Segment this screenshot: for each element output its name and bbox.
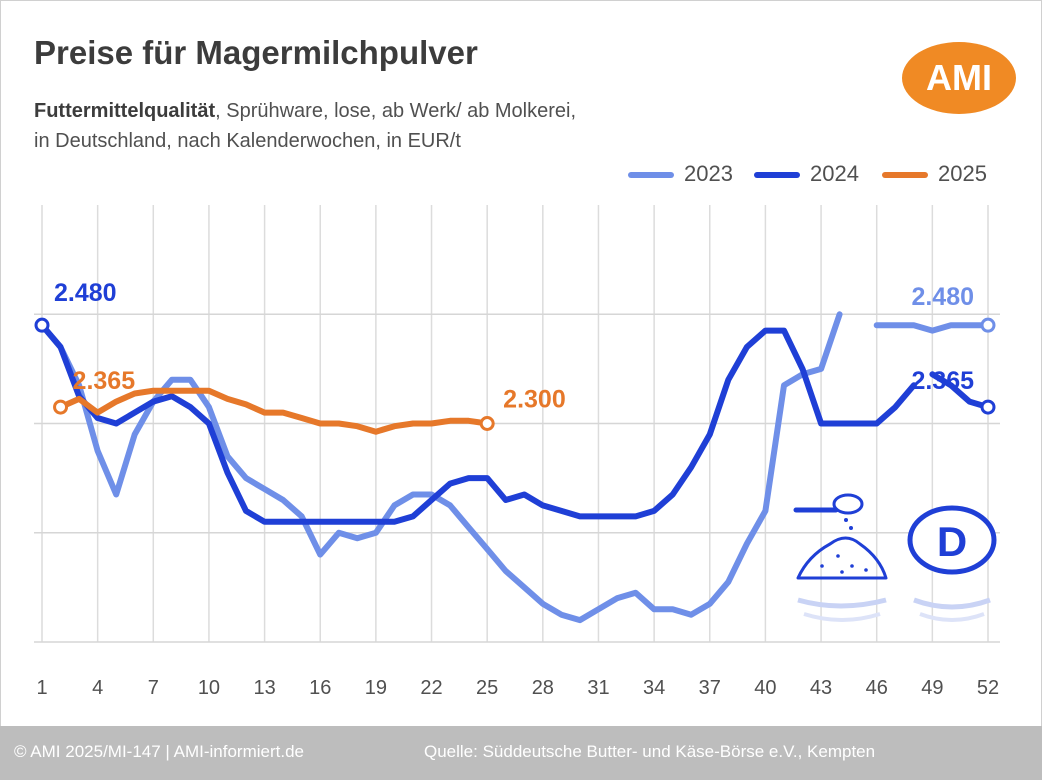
x-tick-label: 28 <box>532 677 554 699</box>
x-tick-label: 16 <box>309 677 331 699</box>
footer-source: Quelle: Süddeutsche Butter- und Käse-Bör… <box>424 742 876 761</box>
x-axis-ticks: 1 4 7 10 13 16 19 22 25 28 31 34 37 40 43 46 49 52 <box>36 677 999 699</box>
x-tick-label: 40 <box>754 677 776 699</box>
subtitle-rest: , Sprühware, lose, ab Werk/ ab Molkerei, <box>215 100 577 122</box>
series-line-2024 <box>929 371 991 411</box>
subtitle-bold: Futtermittelqualität <box>34 100 216 122</box>
end-marker-2025 <box>53 399 69 415</box>
data-label-2025: 2.365 <box>73 367 136 395</box>
footer-copyright: © AMI 2025/MI-147 | AMI-informiert.de <box>14 742 304 761</box>
x-tick-label: 37 <box>699 677 721 699</box>
series-line-2024 <box>39 322 917 525</box>
x-tick-label: 22 <box>420 677 442 699</box>
x-tick-label: 43 <box>810 677 832 699</box>
x-tick-label: 34 <box>643 677 665 699</box>
end-marker-2024 <box>980 399 996 415</box>
x-tick-label: 13 <box>253 677 275 699</box>
footer-bar: © AMI 2025/MI-147 | AMI-informiert.de Qu… <box>0 726 1042 780</box>
x-tick-label: 52 <box>977 677 999 699</box>
x-tick-label: 19 <box>365 677 387 699</box>
x-tick-label: 31 <box>587 677 609 699</box>
line-chart: 1 4 7 10 13 16 19 22 25 28 31 34 37 40 43 46 49 52 2.4802… <box>34 205 1000 699</box>
series-line-2025 <box>57 387 491 435</box>
legend-swatch-2025 <box>882 172 928 178</box>
powder-pile-icon <box>793 493 888 622</box>
series-end-markers <box>34 317 996 431</box>
legend-swatch-2023 <box>628 172 674 178</box>
x-tick-label: 4 <box>92 677 103 699</box>
chart-subtitle: Futtermittelqualität, Sprühware, lose, a… <box>34 96 576 156</box>
data-label-2024: 2.365 <box>911 367 974 395</box>
x-tick-label: 46 <box>866 677 888 699</box>
series-line-2023 <box>873 322 991 334</box>
series-line-2023 <box>39 311 843 624</box>
data-label-2024: 2.480 <box>54 279 117 307</box>
series-lines <box>39 311 991 624</box>
legend-label-2024: 2024 <box>810 161 859 186</box>
x-tick-label: 25 <box>476 677 498 699</box>
data-labels: 2.480 2.365 2.300 2.480 2.365 <box>54 279 974 413</box>
chart-title: Preise für Magermilchpulver <box>34 34 478 71</box>
ami-logo: AMI <box>902 42 1016 114</box>
svg-text:D: D <box>937 518 967 565</box>
legend-label-2025: 2025 <box>938 161 987 186</box>
x-tick-label: 7 <box>148 677 159 699</box>
legend-label-2023: 2023 <box>684 161 733 186</box>
end-marker-2024 <box>34 317 50 333</box>
legend-swatch-2024 <box>754 172 800 178</box>
x-tick-label: 10 <box>198 677 220 699</box>
subtitle-line-2: in Deutschland, nach Kalenderwochen, in … <box>34 130 461 152</box>
data-label-2023: 2.480 <box>911 283 974 311</box>
x-tick-label: 1 <box>36 677 47 699</box>
subtitle-line-1: Futtermittelqualität, Sprühware, lose, a… <box>34 96 576 126</box>
germany-d-badge-icon: D <box>907 505 997 622</box>
chart-legend: 2023 2024 2025 <box>628 161 1008 186</box>
x-tick-label: 49 <box>921 677 943 699</box>
data-label-2025: 2.300 <box>503 386 566 414</box>
end-marker-2023 <box>980 317 996 333</box>
end-marker-2025 <box>479 416 495 431</box>
